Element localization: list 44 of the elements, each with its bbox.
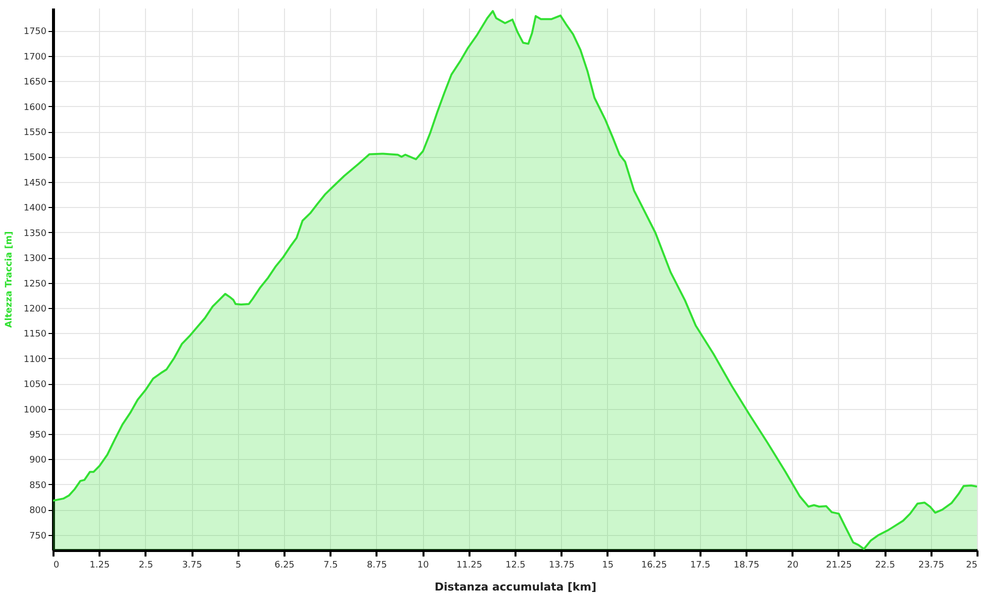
y-tick-label: 1250 [24,279,47,290]
y-tick-label: 1300 [24,254,47,264]
x-tick-label: 6.25 [274,560,295,570]
x-tick-label: 0 [54,560,60,570]
x-tick-label: 3.75 [182,560,202,570]
y-tick-label: 1700 [24,52,47,62]
x-tick-label: 8.75 [366,560,387,570]
x-tick-label: 11.25 [456,560,482,570]
y-tick-label: 1500 [24,153,47,164]
x-tick-label: 2.5 [138,560,154,570]
x-tick-label: 17.5 [690,560,710,570]
y-tick-label: 1050 [24,380,47,390]
y-tick-label: 1550 [24,128,47,138]
x-tick-label: 5 [235,560,242,570]
y-tick-label: 1350 [24,228,47,239]
x-tick-label: 15 [602,560,614,570]
x-tick-label: 22.5 [875,560,896,570]
x-tick-label: 16.25 [641,560,667,570]
x-tick-label: 18.75 [734,560,760,570]
y-tick-label: 800 [29,506,47,516]
x-tick-label: 23.75 [918,560,944,570]
y-tick-label: 1200 [24,304,47,314]
x-tick-label: 21.25 [826,560,852,570]
y-tick-label: 950 [29,430,47,441]
y-axis-title: Altezza Traccia [m] [4,231,14,328]
y-tick-label: 900 [29,456,47,466]
x-tick-label: 10 [417,560,430,570]
x-axis-title: Distanza accumulata [km] [434,580,596,594]
y-tick-label: 850 [29,480,47,491]
y-tick-label: 1750 [24,27,47,38]
y-tick-label: 1100 [24,354,47,365]
y-tick-label: 1000 [24,405,47,416]
y-tick-label: 750 [29,531,47,542]
x-tick-label: 20 [786,560,799,570]
y-tick-label: 1400 [24,204,47,214]
y-tick-label: 1450 [24,178,47,188]
y-tick-label: 1150 [24,330,47,340]
x-tick-label: 25 [966,560,978,570]
x-tick-label: 12.5 [505,560,526,570]
x-tick-label: 1.25 [90,560,110,570]
x-tick-label: 7.5 [324,560,338,570]
y-tick-label: 1650 [24,78,47,88]
y-tick-label: 1600 [24,102,47,113]
x-tick-label: 13.75 [548,560,575,570]
